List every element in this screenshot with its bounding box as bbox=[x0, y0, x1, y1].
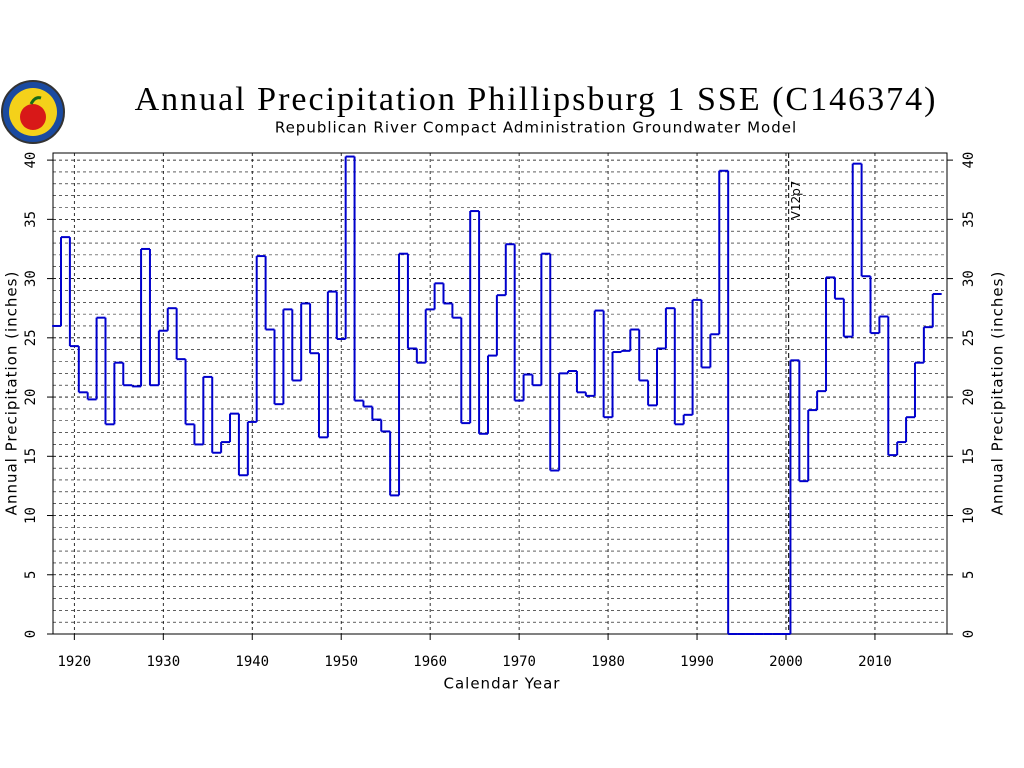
x-tick-label: 1940 bbox=[235, 654, 269, 670]
y2-tick-label: 35 bbox=[961, 211, 977, 228]
x-tick-label: 1970 bbox=[502, 654, 536, 670]
y-tick-label: 15 bbox=[23, 448, 39, 465]
y2-tick-label: 20 bbox=[961, 389, 977, 406]
y-tick-label: 25 bbox=[23, 329, 39, 346]
x-tick-label: 2010 bbox=[858, 654, 892, 670]
y2-tick-label: 5 bbox=[961, 571, 977, 579]
y2-tick-label: 40 bbox=[961, 152, 977, 169]
y-tick-label: 5 bbox=[23, 571, 39, 579]
x-tick-label: 1920 bbox=[57, 654, 91, 670]
x-tick-label: 1960 bbox=[413, 654, 447, 670]
y-axis-label: Annual Precipitation (inches) bbox=[3, 271, 21, 516]
chart-subtitle: Republican River Compact Administration … bbox=[275, 119, 797, 137]
y-tick-label: 40 bbox=[23, 152, 39, 169]
x-tick-label: 1980 bbox=[591, 654, 625, 670]
y2-tick-label: 30 bbox=[961, 270, 977, 287]
y-tick-label: 10 bbox=[23, 507, 39, 524]
x-axis-label: Calendar Year bbox=[444, 675, 561, 693]
y-tick-label: 20 bbox=[23, 389, 39, 406]
x-tick-label: 1930 bbox=[146, 654, 180, 670]
x-tick-label: 1990 bbox=[680, 654, 714, 670]
x-tick-label: 1950 bbox=[324, 654, 358, 670]
y-tick-label: 0 bbox=[23, 630, 39, 638]
y2-tick-label: 15 bbox=[961, 448, 977, 465]
y2-axis-label: Annual Precipitation (inches) bbox=[989, 271, 1007, 516]
y2-tick-label: 10 bbox=[961, 507, 977, 524]
logo bbox=[1, 80, 65, 144]
y2-tick-label: 25 bbox=[961, 329, 977, 346]
y2-tick-label: 0 bbox=[961, 630, 977, 638]
y-tick-label: 35 bbox=[23, 211, 39, 228]
plot-frame bbox=[52, 152, 948, 635]
x-tick-label: 2000 bbox=[769, 654, 803, 670]
y-tick-label: 30 bbox=[23, 270, 39, 287]
annotation: V12p7 bbox=[789, 181, 803, 220]
chart-title: Annual Precipitation Phillipsburg 1 SSE … bbox=[135, 81, 938, 118]
